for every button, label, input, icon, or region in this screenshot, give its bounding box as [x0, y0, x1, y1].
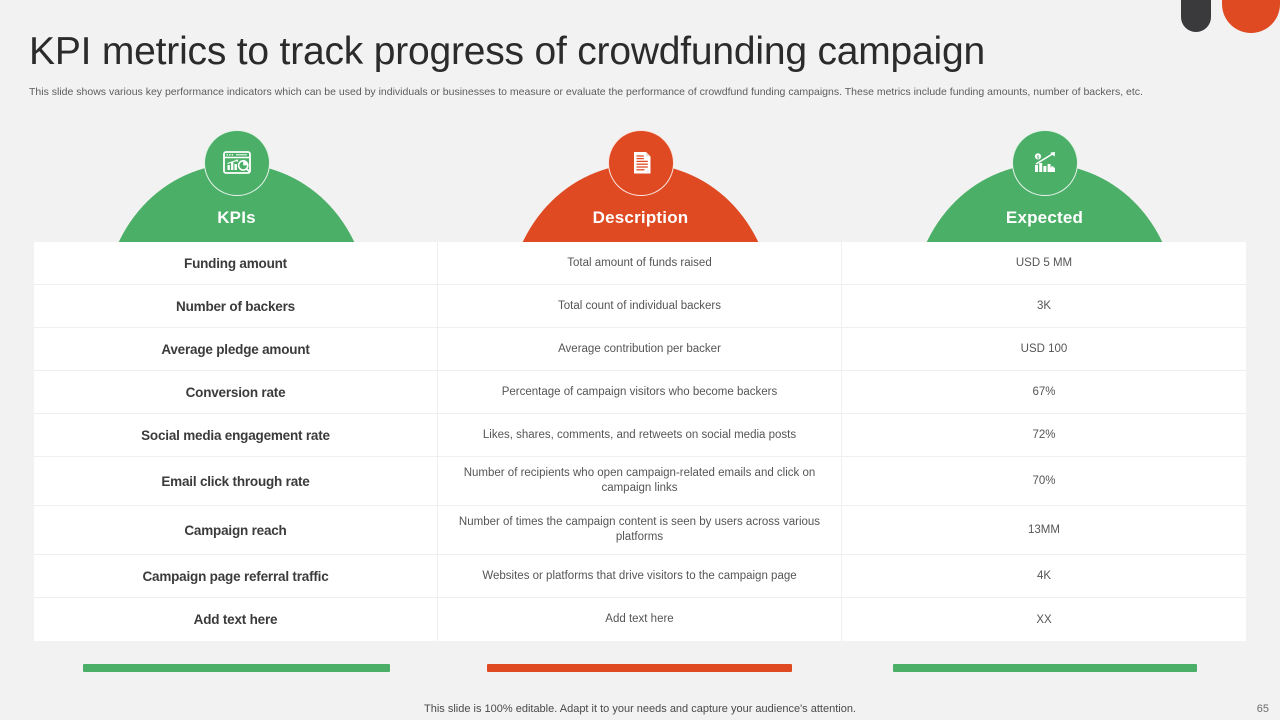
table-cell-description: Average contribution per backer	[437, 328, 842, 370]
table-cell-kpi: Social media engagement rate	[141, 427, 330, 443]
table-cell-description: Websites or platforms that drive visitor…	[437, 555, 842, 597]
svg-text:$: $	[1036, 154, 1039, 159]
table-cell-kpi: Add text here	[193, 612, 278, 627]
column-header-label-expected: Expected	[1005, 208, 1084, 227]
table-cell-description: Total amount of funds raised	[437, 242, 842, 284]
page-subtitle: This slide shows various key performance…	[29, 86, 1143, 98]
table-cell-description: Total count of individual backers	[437, 285, 842, 327]
table-cell-expected: 4K	[1036, 570, 1052, 582]
growth-chart-icon: $	[1011, 130, 1078, 196]
table-cell-expected: 70%	[1032, 475, 1056, 487]
column-header-label-description: Description	[592, 208, 689, 227]
table-cell-kpi: Conversion rate	[185, 384, 286, 400]
table-row: Conversion rate Percentage of campaign vi…	[34, 371, 1246, 414]
table-cell-expected: 72%	[1032, 429, 1056, 441]
footer-note: This slide is 100% editable. Adapt it to…	[424, 703, 856, 715]
column-header-kpis: KPIs	[104, 130, 369, 404]
table-cell-description: Number of recipients who open campaign-r…	[437, 457, 842, 505]
table-cell-description: Likes, shares, comments, and retweets on…	[437, 414, 842, 456]
table-row: Funding amount Total amount of funds rais…	[34, 242, 1246, 285]
column-headers: KPIs Description	[0, 130, 1280, 404]
table-cell-kpi: Campaign page referral traffic	[142, 568, 329, 584]
column-header-label-kpis: KPIs	[217, 208, 256, 227]
table-row: Average pledge amount Average contributio…	[34, 328, 1246, 371]
bottom-accent-bars	[0, 664, 1280, 674]
kpi-table: Funding amount Total amount of funds rais…	[34, 242, 1246, 641]
table-cell-kpi: Campaign reach	[184, 522, 287, 538]
table-cell-kpi: Email click through rate	[161, 473, 310, 489]
table-row: Social media engagement rate Likes, share…	[34, 414, 1246, 457]
table-cell-description: Percentage of campaign visitors who beco…	[437, 371, 842, 413]
document-icon	[607, 130, 674, 196]
table-cell-description: Add text here	[437, 598, 842, 641]
table-row: Campaign reach Number of times the campai…	[34, 506, 1246, 555]
table-cell-expected: 3K	[1036, 300, 1052, 312]
table-cell-expected: XX	[1036, 613, 1052, 626]
table-cell-expected: 13MM	[1028, 524, 1060, 536]
table-row: Add text here Add text here XX	[34, 598, 1246, 641]
table-cell-expected: USD 100	[1020, 343, 1068, 355]
column-header-description: Description	[508, 130, 773, 404]
accent-bar-description	[487, 664, 792, 672]
table-row: Number of backers Total count of individu…	[34, 285, 1246, 328]
page-title: KPI metrics to track progress of crowdfu…	[29, 30, 985, 73]
page-number: 65	[1256, 703, 1269, 715]
decorative-shape-dark	[1181, 0, 1211, 32]
table-cell-kpi: Funding amount	[184, 255, 287, 271]
table-cell-expected: USD 5 MM	[1015, 257, 1073, 269]
table-row: Email click through rate Number of recipi…	[34, 457, 1246, 506]
accent-bar-kpis	[83, 664, 390, 672]
table-cell-kpi: Number of backers	[176, 298, 295, 314]
accent-bar-expected	[893, 664, 1197, 672]
table-row: Campaign page referral traffic Websites o…	[34, 555, 1246, 598]
column-header-expected: $ Expected	[912, 130, 1177, 404]
table-cell-kpi: Average pledge amount	[161, 341, 310, 357]
table-cell-expected: 67%	[1032, 386, 1056, 398]
table-cell-description: Number of times the campaign content is …	[437, 506, 842, 554]
dashboard-analytics-icon	[203, 130, 270, 196]
